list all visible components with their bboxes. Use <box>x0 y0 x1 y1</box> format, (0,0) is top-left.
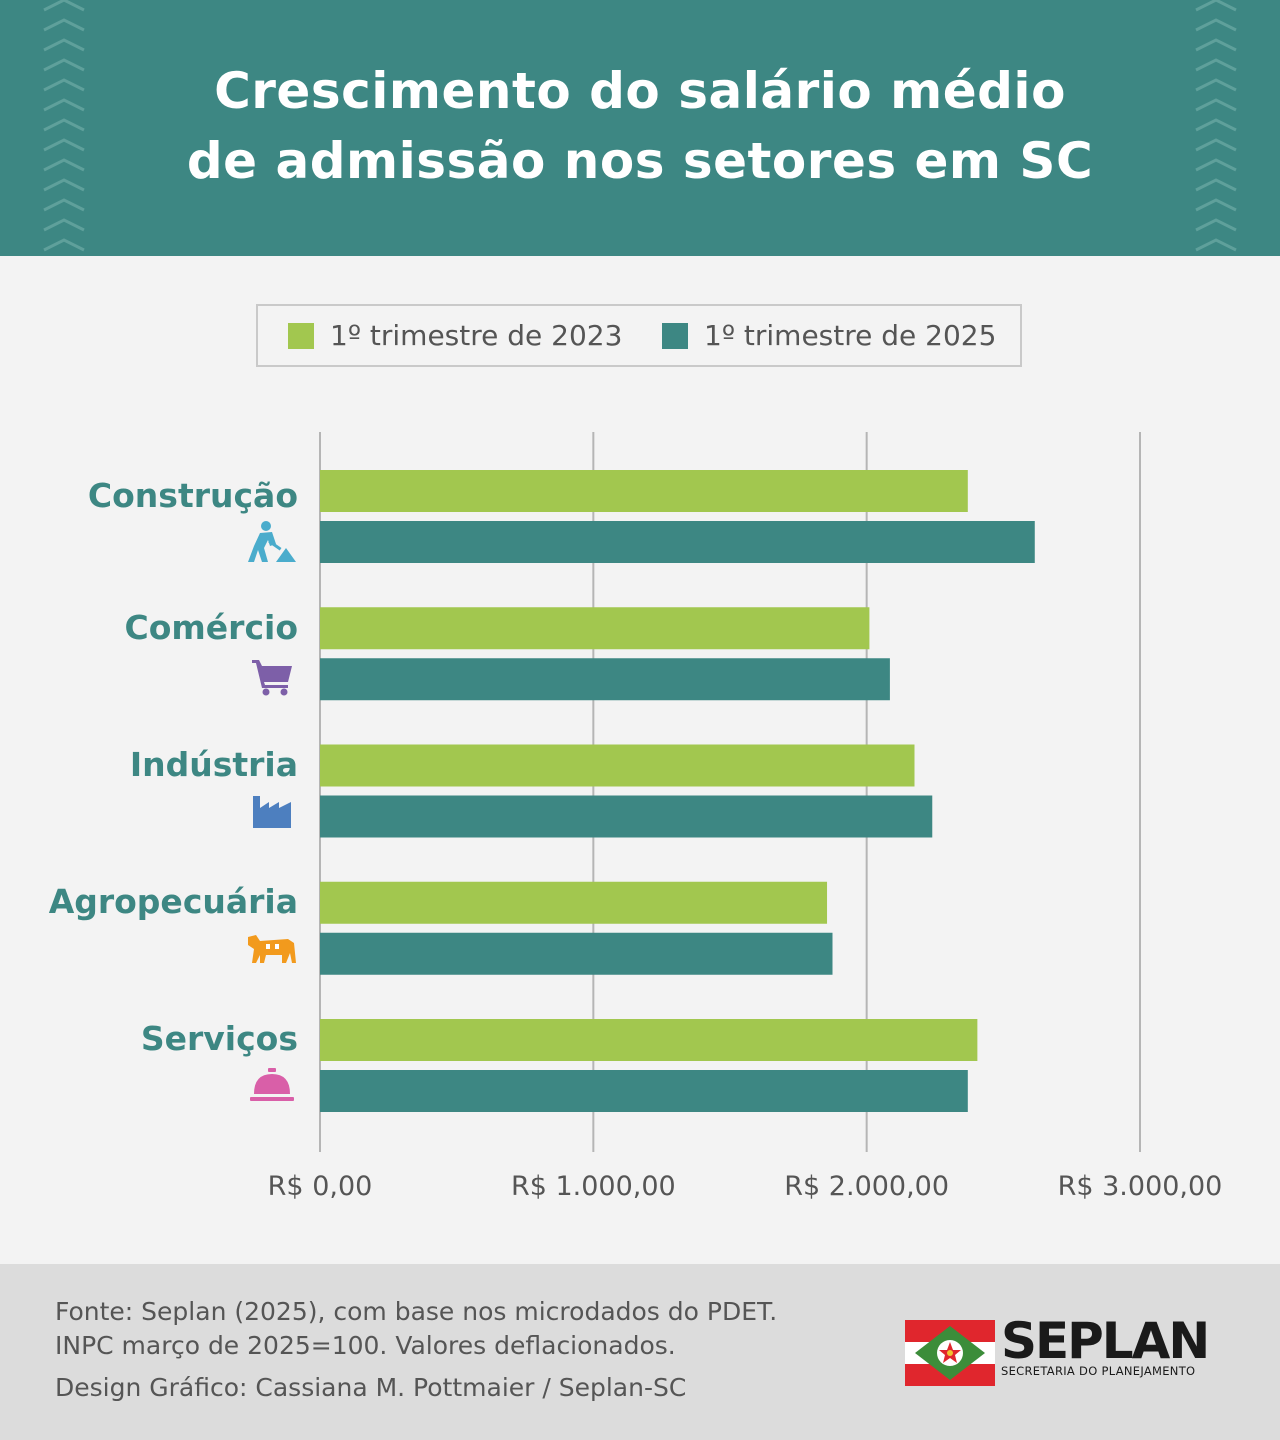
bar-chart-plot: R$ 0,00 R$ 1.000,00 R$ 2.000,00 R$ 3.000,00 <box>268 432 1223 1202</box>
header-banner: Crescimento do salário médio de admissão… <box>0 0 1280 256</box>
bar-construcao-2025 <box>320 521 1035 563</box>
bar-comercio-2023 <box>320 607 870 650</box>
legend-label-2023: 1º trimestre de 2023 <box>330 319 623 352</box>
sc-flag-emblem-icon <box>905 1320 995 1386</box>
chart-title-line-2: de admissão nos setores em SC <box>186 132 1094 190</box>
bar-agropecuaria-2025 <box>320 932 833 975</box>
seplan-logo: SEPLAN SECRETARIA DO PLANEJAMENTO <box>905 1312 1225 1388</box>
chart-title-line-1: Crescimento do salário médio <box>214 62 1066 120</box>
bar-servicos-2025 <box>320 1070 968 1112</box>
category-label-servicos: Serviços <box>140 1019 298 1058</box>
x-tick-label-2: R$ 2.000,00 <box>784 1171 949 1202</box>
legend-label-2025: 1º trimestre de 2025 <box>704 319 997 352</box>
footer <box>0 1264 1280 1440</box>
x-tick-label-1: R$ 1.000,00 <box>511 1171 676 1202</box>
bar-comercio-2025 <box>320 658 890 701</box>
design-credit: Design Gráfico: Cassiana M. Pottmaier / … <box>55 1373 687 1402</box>
legend-swatch-2025 <box>662 322 688 349</box>
category-label-industria: Indústria <box>129 745 298 784</box>
bar-servicos-2023 <box>320 1019 978 1061</box>
category-label-comercio: Comércio <box>124 608 298 647</box>
source-note-line-1: Fonte: Seplan (2025), com base nos micro… <box>55 1297 778 1326</box>
bar-industria-2023 <box>320 744 915 787</box>
bar-industria-2025 <box>320 795 933 838</box>
chart-legend: 1º trimestre de 2023 1º trimestre de 202… <box>256 304 1022 367</box>
legend-swatch-2023 <box>288 322 314 349</box>
category-label-agropecuaria: Agropecuária <box>48 882 298 921</box>
shopping-cart-icon <box>252 660 292 696</box>
chart-title: Crescimento do salário médio de admissão… <box>0 56 1280 196</box>
service-bell-icon <box>250 1068 294 1101</box>
legend-item-2023: 1º trimestre de 2023 <box>288 306 622 365</box>
bar-construcao-2023 <box>320 470 968 512</box>
x-tick-label-3: R$ 3.000,00 <box>1058 1171 1223 1202</box>
logo-wordmark: SEPLAN <box>1001 1312 1210 1370</box>
category-label-construcao: Construção <box>87 476 298 515</box>
construction-worker-icon <box>248 521 296 562</box>
legend-item-2025: 1º trimestre de 2025 <box>662 306 996 365</box>
bar-agropecuaria-2023 <box>320 881 828 924</box>
cow-icon <box>248 935 296 963</box>
x-tick-label-0: R$ 0,00 <box>268 1171 373 1202</box>
source-note-line-2: INPC março de 2025=100. Valores deflacio… <box>55 1331 676 1360</box>
logo-subtitle: SECRETARIA DO PLANEJAMENTO <box>1001 1364 1196 1378</box>
chevron-pattern-right <box>1195 0 1237 252</box>
factory-icon <box>253 796 291 828</box>
chevron-pattern-left <box>43 0 85 252</box>
